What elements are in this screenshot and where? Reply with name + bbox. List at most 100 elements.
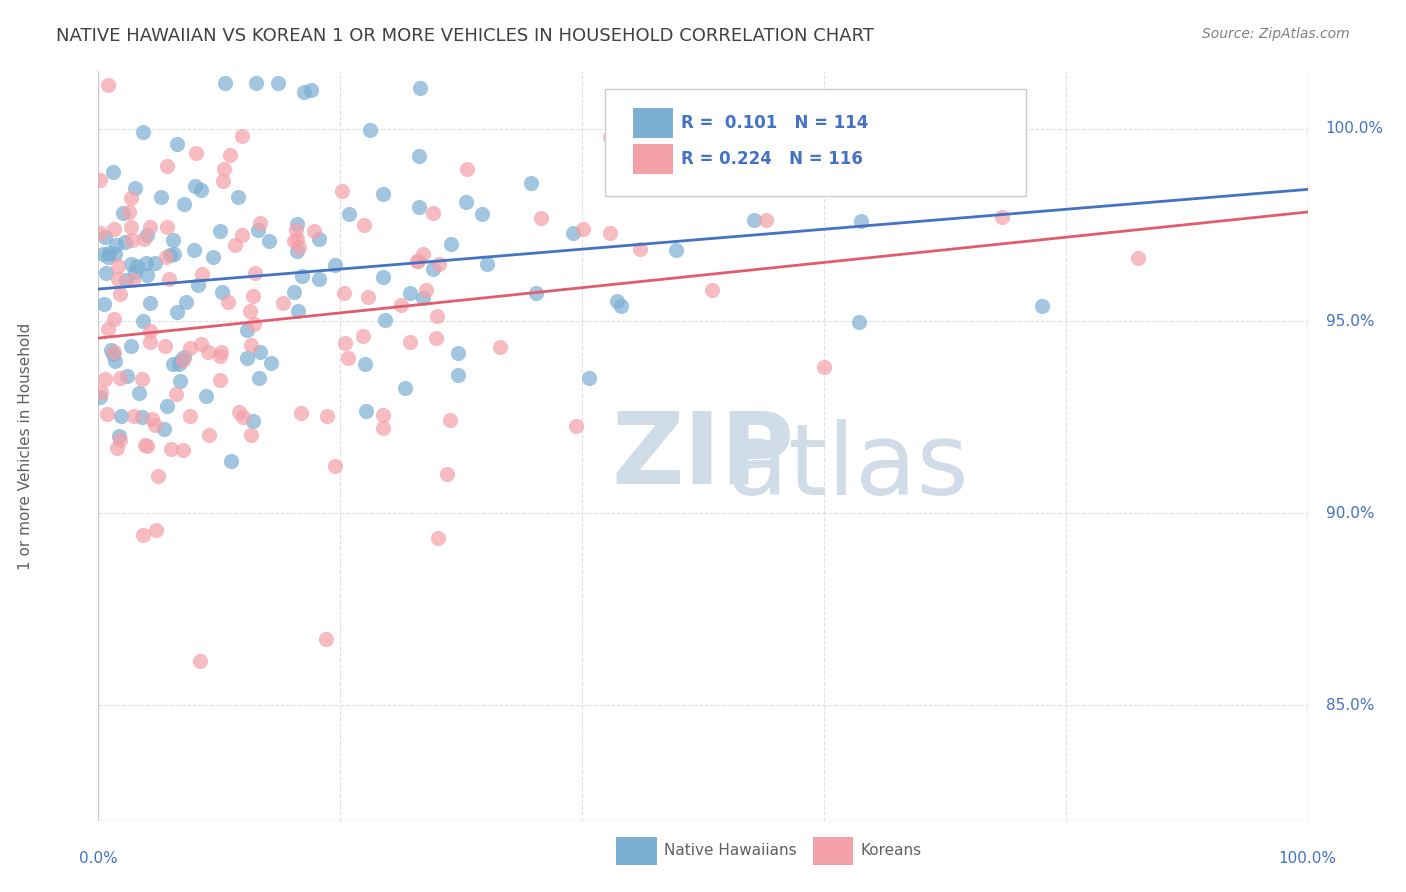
Point xyxy=(134,438,156,452)
Point xyxy=(290,406,312,420)
Point xyxy=(166,305,188,319)
Point xyxy=(103,311,125,326)
Point xyxy=(456,161,478,176)
Point xyxy=(184,178,207,193)
Point xyxy=(440,236,463,251)
Point xyxy=(755,213,778,227)
Point xyxy=(734,172,756,186)
Point xyxy=(138,324,160,338)
Point xyxy=(530,211,553,226)
Point xyxy=(101,165,124,179)
Point xyxy=(406,254,429,268)
Point xyxy=(93,297,115,311)
Point xyxy=(374,313,396,327)
Point xyxy=(821,165,844,179)
Point xyxy=(245,76,267,90)
Point xyxy=(793,95,815,110)
Point xyxy=(283,234,305,248)
Point xyxy=(337,207,360,221)
Point xyxy=(174,295,197,310)
Point xyxy=(239,428,262,442)
Point xyxy=(224,237,246,252)
Point xyxy=(139,295,162,310)
Point xyxy=(107,271,129,285)
Point xyxy=(162,233,184,247)
Point xyxy=(991,210,1014,224)
Point xyxy=(97,246,120,260)
Point xyxy=(156,399,179,413)
Text: Native Hawaiians: Native Hawaiians xyxy=(664,844,796,858)
Point xyxy=(160,442,183,457)
Point xyxy=(190,654,212,668)
Point xyxy=(115,369,138,384)
Point xyxy=(131,409,153,424)
Point xyxy=(166,137,188,152)
Point xyxy=(477,257,499,271)
Point xyxy=(565,418,588,433)
Text: 100.0%: 100.0% xyxy=(1278,851,1337,866)
Point xyxy=(110,434,132,448)
Point xyxy=(155,339,177,353)
Point xyxy=(243,266,266,280)
Point xyxy=(112,206,135,220)
Point xyxy=(323,258,346,272)
Point xyxy=(1126,251,1149,265)
Point xyxy=(665,243,688,257)
Point xyxy=(371,421,394,435)
Point xyxy=(115,273,138,287)
Point xyxy=(610,299,633,313)
Point xyxy=(89,390,111,404)
Point xyxy=(323,459,346,474)
Text: 0.0%: 0.0% xyxy=(79,851,118,866)
Point xyxy=(333,335,356,350)
Point xyxy=(643,124,665,138)
Text: atlas: atlas xyxy=(727,418,969,516)
Point xyxy=(425,331,447,345)
Text: 1 or more Vehicles in Household: 1 or more Vehicles in Household xyxy=(18,322,34,570)
Point xyxy=(849,214,872,228)
Point xyxy=(599,130,621,145)
Point xyxy=(287,303,309,318)
Point xyxy=(356,403,378,417)
Point xyxy=(156,159,179,173)
Point xyxy=(101,347,124,361)
Point xyxy=(371,269,394,284)
Point xyxy=(183,243,205,257)
Text: Koreans: Koreans xyxy=(860,844,921,858)
Point xyxy=(257,235,280,249)
Point xyxy=(285,244,308,259)
Point xyxy=(209,345,232,359)
Point xyxy=(169,374,191,388)
Point xyxy=(578,370,600,384)
Point xyxy=(128,386,150,401)
Point xyxy=(285,232,308,246)
Point xyxy=(332,285,354,300)
Point xyxy=(700,283,723,297)
Point xyxy=(226,189,249,203)
Point xyxy=(120,257,142,271)
Point xyxy=(249,371,271,385)
Point xyxy=(208,373,231,387)
Point xyxy=(104,353,127,368)
Point xyxy=(187,278,209,293)
Point xyxy=(169,357,191,371)
Point xyxy=(208,223,231,237)
Point xyxy=(173,350,195,364)
Point xyxy=(315,632,337,646)
Point xyxy=(173,196,195,211)
Point xyxy=(212,162,235,177)
Point xyxy=(169,353,191,368)
Point xyxy=(103,345,125,359)
Point xyxy=(291,269,314,284)
Point xyxy=(405,254,427,268)
Point xyxy=(162,247,184,261)
Point xyxy=(249,345,271,359)
Point xyxy=(104,246,127,260)
Text: NATIVE HAWAIIAN VS KOREAN 1 OR MORE VEHICLES IN HOUSEHOLD CORRELATION CHART: NATIVE HAWAIIAN VS KOREAN 1 OR MORE VEHI… xyxy=(56,27,875,45)
Text: 95.0%: 95.0% xyxy=(1326,314,1374,328)
Point xyxy=(219,148,242,162)
Point xyxy=(152,421,174,435)
Point xyxy=(208,349,231,363)
Point xyxy=(132,528,155,542)
Point xyxy=(89,173,111,187)
